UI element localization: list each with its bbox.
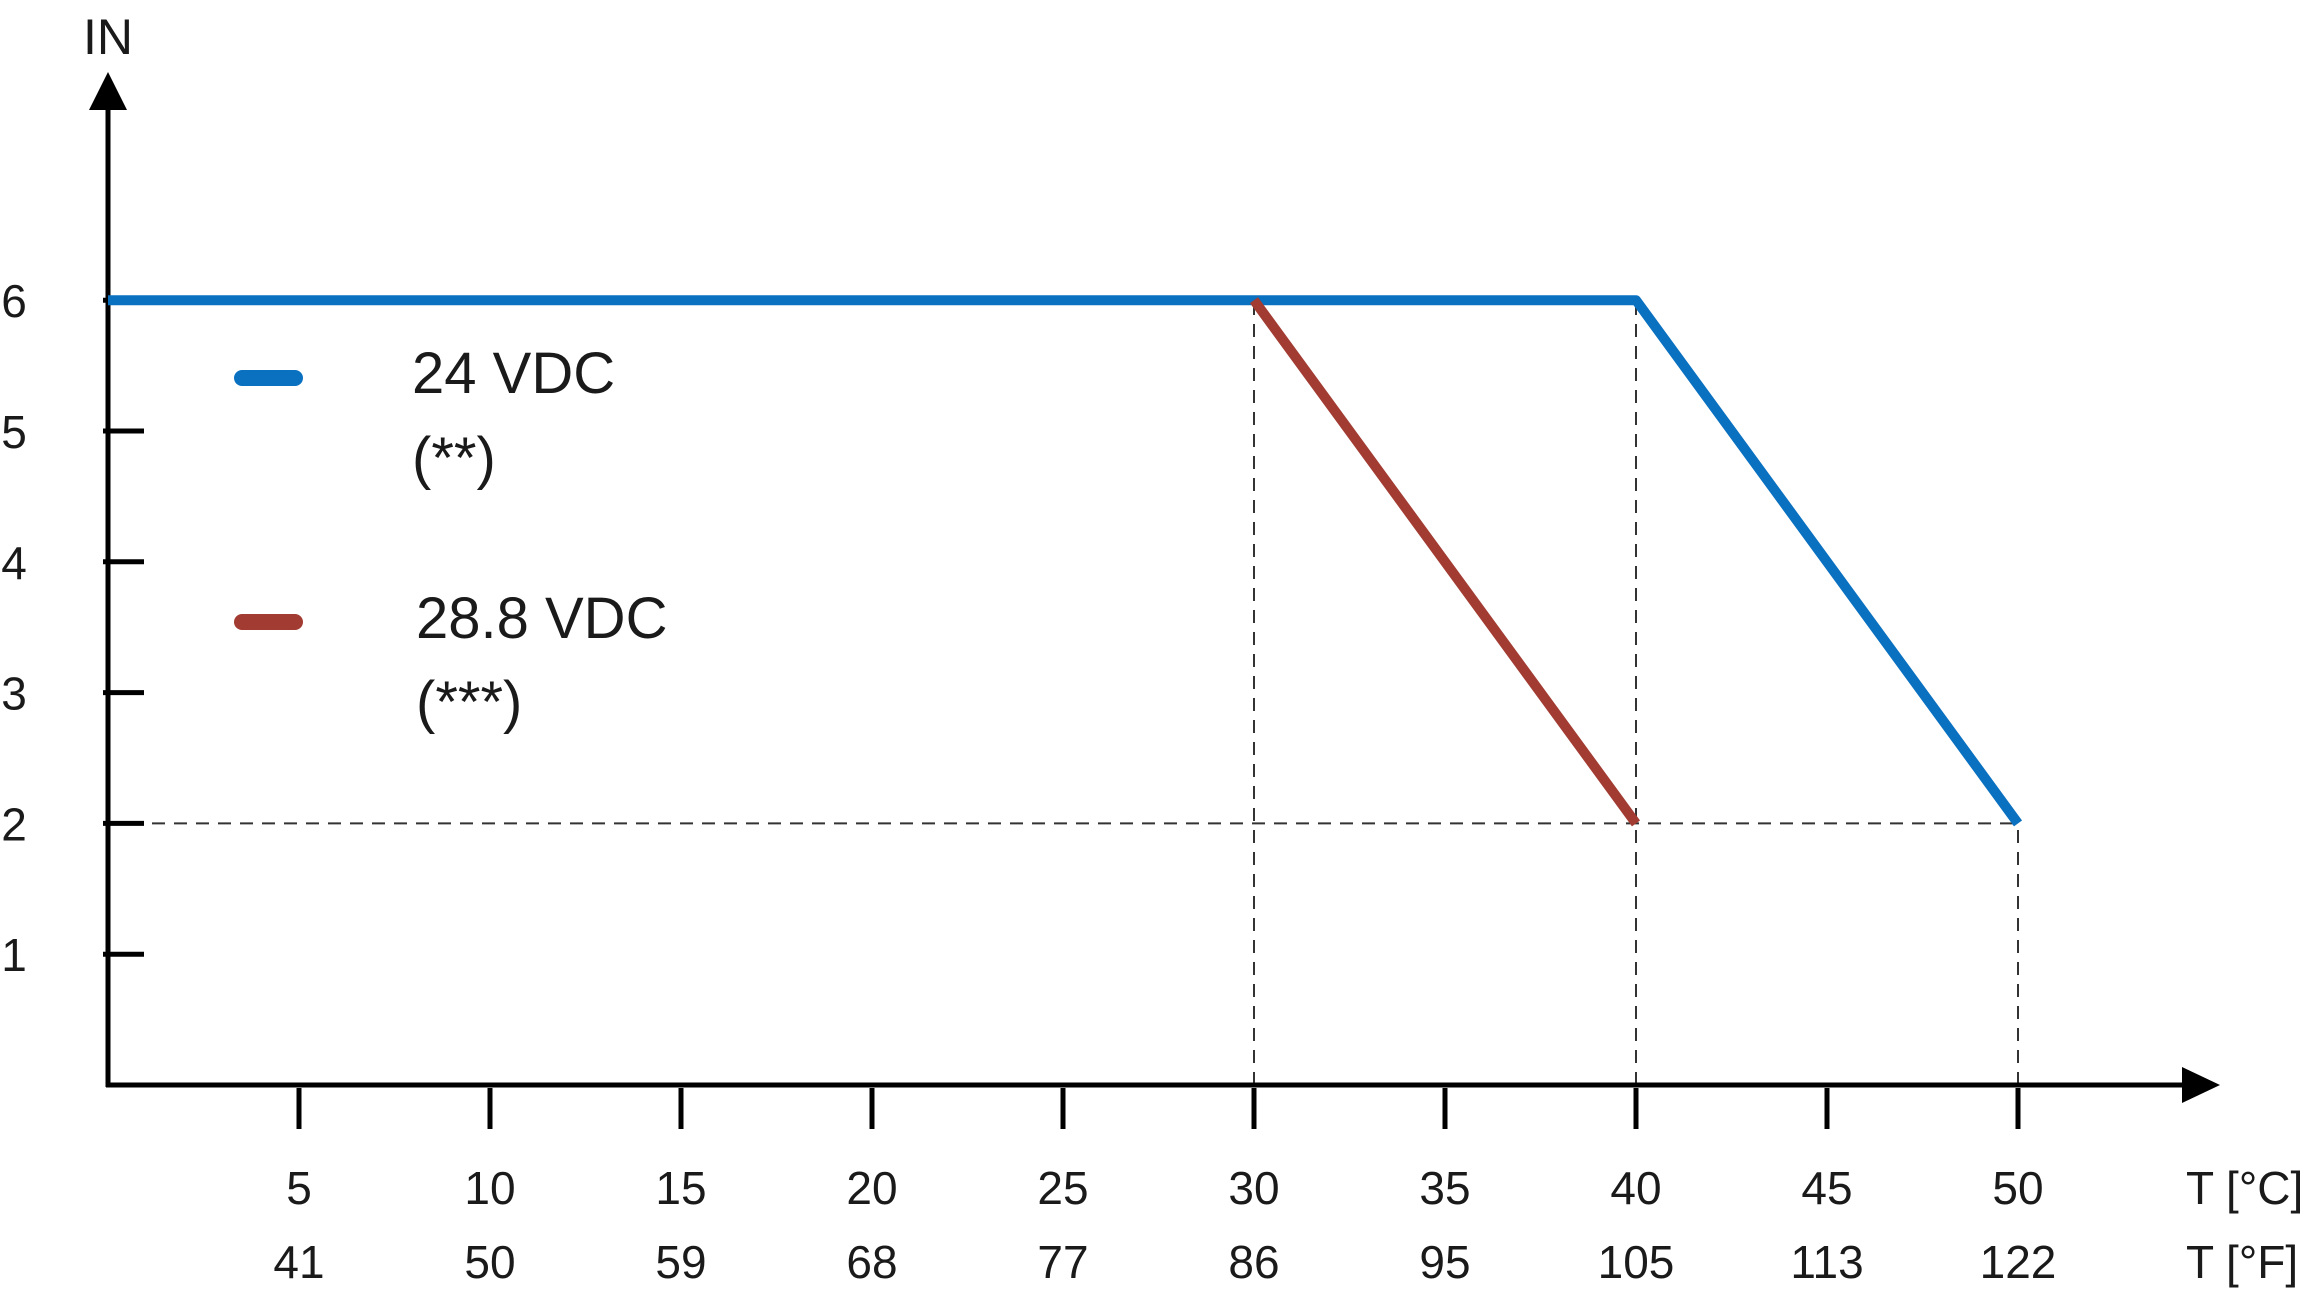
legend-label-0: 24 VDC	[412, 341, 615, 406]
x-tick-label-c-25: 25	[1037, 1162, 1088, 1214]
x-tick-label-c-50: 50	[1992, 1162, 2043, 1214]
y-axis-arrowhead	[89, 72, 127, 110]
y-tick-label-4: 4	[1, 537, 27, 589]
x-tick-label-c-45: 45	[1801, 1162, 1852, 1214]
reference-lines	[108, 300, 2019, 1085]
legend-note-0: (**)	[412, 426, 496, 491]
series-lines	[108, 295, 2023, 827]
x-tick-label-c-15: 15	[655, 1162, 706, 1214]
x-tick-label-f-20: 68	[846, 1236, 897, 1288]
x-tick-label-c-35: 35	[1419, 1162, 1470, 1214]
x-tick-label-f-5: 41	[273, 1236, 324, 1288]
x-tick-label-f-15: 59	[655, 1236, 706, 1288]
x-tick-label-f-30: 86	[1228, 1236, 1279, 1288]
legend-note-1: (***)	[416, 670, 522, 735]
y-tick-label-2: 2	[1, 798, 27, 850]
tick-marks: 1234565411050155920682577308635954010545…	[1, 275, 2056, 1288]
legend: 24 VDC (**) 28.8 VDC (***)	[234, 341, 667, 735]
y-tick-label-6: 6	[1, 275, 27, 327]
x-tick-label-f-50: 122	[1980, 1236, 2057, 1288]
x-axis-arrowhead	[2182, 1067, 2220, 1103]
x-tick-label-f-35: 95	[1419, 1236, 1470, 1288]
x-tick-label-f-45: 113	[1790, 1236, 1863, 1288]
y-tick-label-3: 3	[1, 668, 27, 720]
x-tick-label-f-10: 50	[464, 1236, 515, 1288]
x-tick-label-c-30: 30	[1228, 1162, 1279, 1214]
axes: IN T [°C] T [°F]	[83, 9, 2303, 1288]
series-line-0	[108, 295, 2023, 827]
x-tick-label-f-25: 77	[1037, 1236, 1088, 1288]
x-axis-label-celsius: T [°C]	[2186, 1162, 2303, 1214]
series-line-1	[1249, 297, 1641, 827]
x-tick-label-f-40: 105	[1598, 1236, 1675, 1288]
y-tick-label-5: 5	[1, 406, 27, 458]
y-axis-label: IN	[83, 9, 133, 65]
x-tick-label-c-40: 40	[1610, 1162, 1661, 1214]
x-tick-label-c-20: 20	[846, 1162, 897, 1214]
y-tick-label-1: 1	[1, 929, 27, 981]
x-tick-label-c-10: 10	[464, 1162, 515, 1214]
x-axis-label-fahrenheit: T [°F]	[2186, 1236, 2298, 1288]
legend-label-1: 28.8 VDC	[416, 586, 667, 651]
x-tick-label-c-5: 5	[286, 1162, 312, 1214]
